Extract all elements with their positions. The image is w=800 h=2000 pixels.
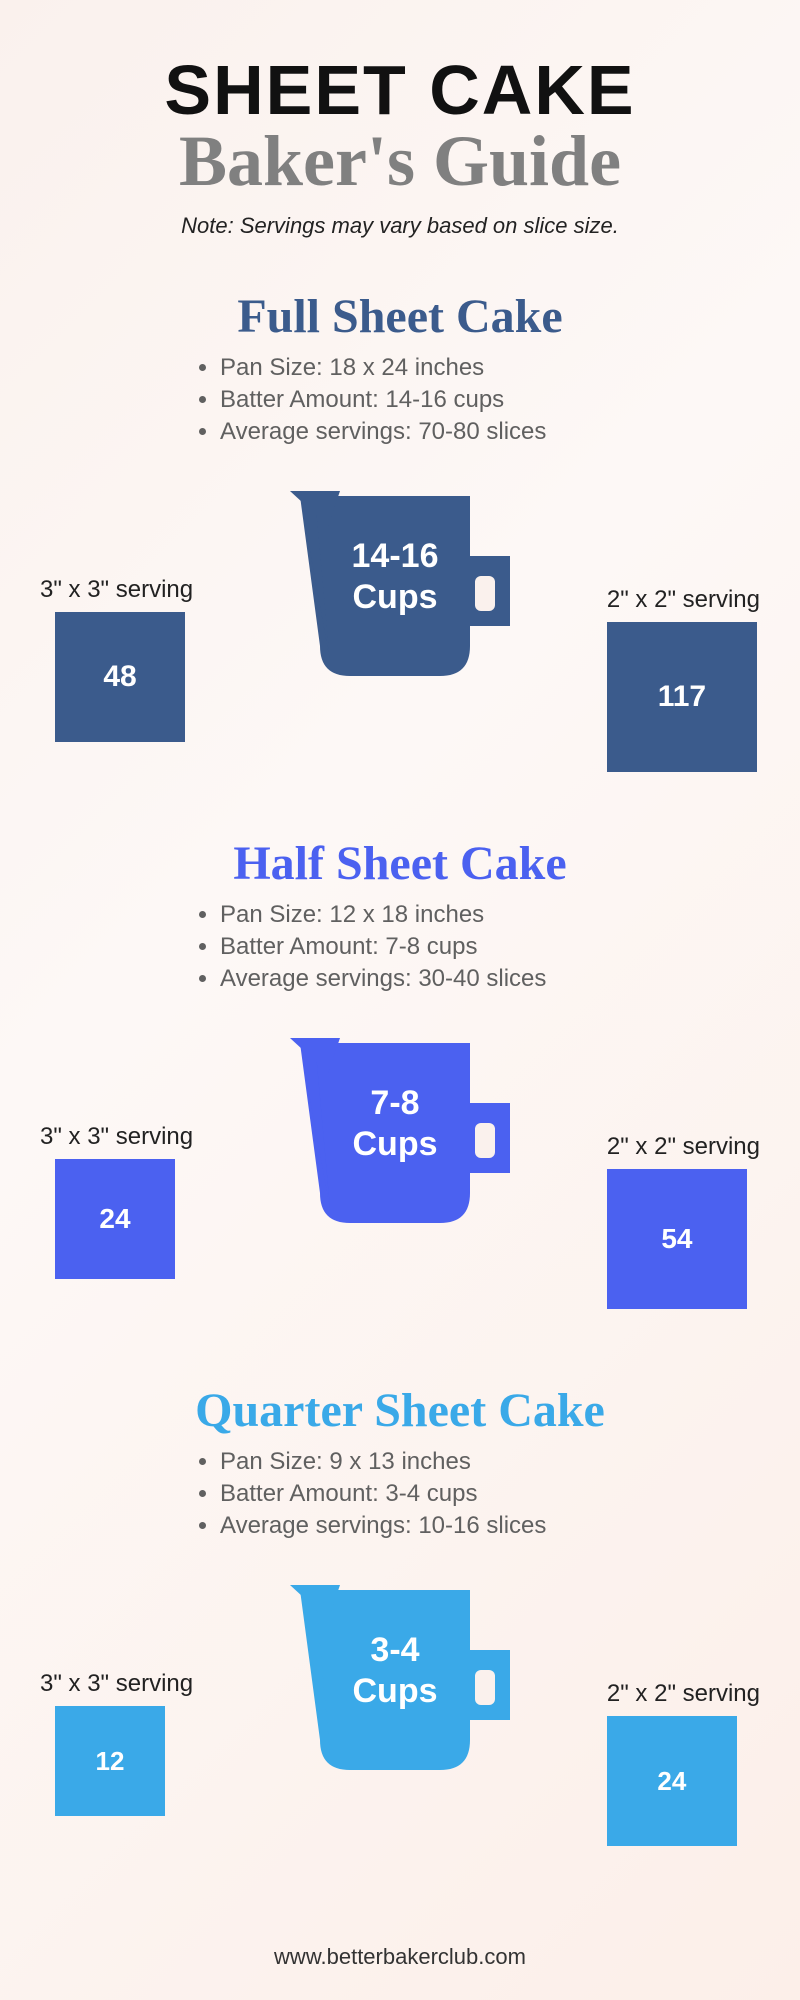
cake-section: Full Sheet Cake Pan Size: 18 x 24 inches B… <box>0 289 800 786</box>
serving-3x3: 3" x 3" serving 48 <box>40 576 193 742</box>
spec-item: Average servings: 30-40 slices <box>220 965 620 993</box>
serving-count-box: 117 <box>607 622 757 772</box>
measuring-cup-icon: 7-8 Cups <box>280 1013 520 1238</box>
spec-item: Pan Size: 18 x 24 inches <box>220 354 620 382</box>
spec-list: Pan Size: 12 x 18 inches Batter Amount: 7… <box>180 901 620 993</box>
graphics-row: 3-4 Cups 3" x 3" serving 12 2" x 2" serving… <box>0 1560 800 1880</box>
spec-item: Pan Size: 9 x 13 inches <box>220 1448 620 1476</box>
serving-count-box: 12 <box>55 1706 165 1816</box>
measuring-cup-icon: 3-4 Cups <box>280 1560 520 1785</box>
spec-item: Average servings: 10-16 slices <box>220 1512 620 1540</box>
note-text: Note: Servings may vary based on slice s… <box>0 213 800 239</box>
spec-item: Batter Amount: 14-16 cups <box>220 386 620 414</box>
serving-count-box: 24 <box>607 1716 737 1846</box>
serving-3x3: 3" x 3" serving 12 <box>40 1670 193 1816</box>
serving-label: 3" x 3" serving <box>40 576 193 604</box>
subtitle: Baker's Guide <box>0 120 800 203</box>
cup-amount-label: 3-4 Cups <box>335 1630 455 1712</box>
serving-label: 3" x 3" serving <box>40 1123 193 1151</box>
cake-section: Quarter Sheet Cake Pan Size: 9 x 13 inche… <box>0 1383 800 1880</box>
serving-2x2: 2" x 2" serving 24 <box>607 1680 760 1846</box>
serving-2x2: 2" x 2" serving 117 <box>607 586 760 772</box>
serving-count-box: 54 <box>607 1169 747 1309</box>
spec-item: Batter Amount: 7-8 cups <box>220 933 620 961</box>
section-title: Half Sheet Cake <box>0 836 800 891</box>
graphics-row: 14-16 Cups 3" x 3" serving 48 2" x 2" servi… <box>0 466 800 786</box>
serving-label: 2" x 2" serving <box>607 586 760 614</box>
spec-list: Pan Size: 9 x 13 inches Batter Amount: 3-… <box>180 1448 620 1540</box>
serving-label: 3" x 3" serving <box>40 1670 193 1698</box>
cup-amount-label: 14-16 Cups <box>335 536 455 618</box>
spec-list: Pan Size: 18 x 24 inches Batter Amount: 1… <box>180 354 620 446</box>
main-title: SHEET CAKE <box>0 0 800 130</box>
measuring-cup-icon: 14-16 Cups <box>280 466 520 691</box>
cup-amount-label: 7-8 Cups <box>335 1083 455 1165</box>
section-title: Full Sheet Cake <box>0 289 800 344</box>
graphics-row: 7-8 Cups 3" x 3" serving 24 2" x 2" serving… <box>0 1013 800 1333</box>
footer-url: www.betterbakerclub.com <box>0 1944 800 1970</box>
spec-item: Batter Amount: 3-4 cups <box>220 1480 620 1508</box>
cake-section: Half Sheet Cake Pan Size: 12 x 18 inches B… <box>0 836 800 1333</box>
serving-2x2: 2" x 2" serving 54 <box>607 1133 760 1309</box>
spec-item: Pan Size: 12 x 18 inches <box>220 901 620 929</box>
serving-count-box: 48 <box>55 612 185 742</box>
spec-item: Average servings: 70-80 slices <box>220 418 620 446</box>
section-title: Quarter Sheet Cake <box>0 1383 800 1438</box>
serving-count-box: 24 <box>55 1159 175 1279</box>
serving-3x3: 3" x 3" serving 24 <box>40 1123 193 1279</box>
serving-label: 2" x 2" serving <box>607 1680 760 1708</box>
serving-label: 2" x 2" serving <box>607 1133 760 1161</box>
